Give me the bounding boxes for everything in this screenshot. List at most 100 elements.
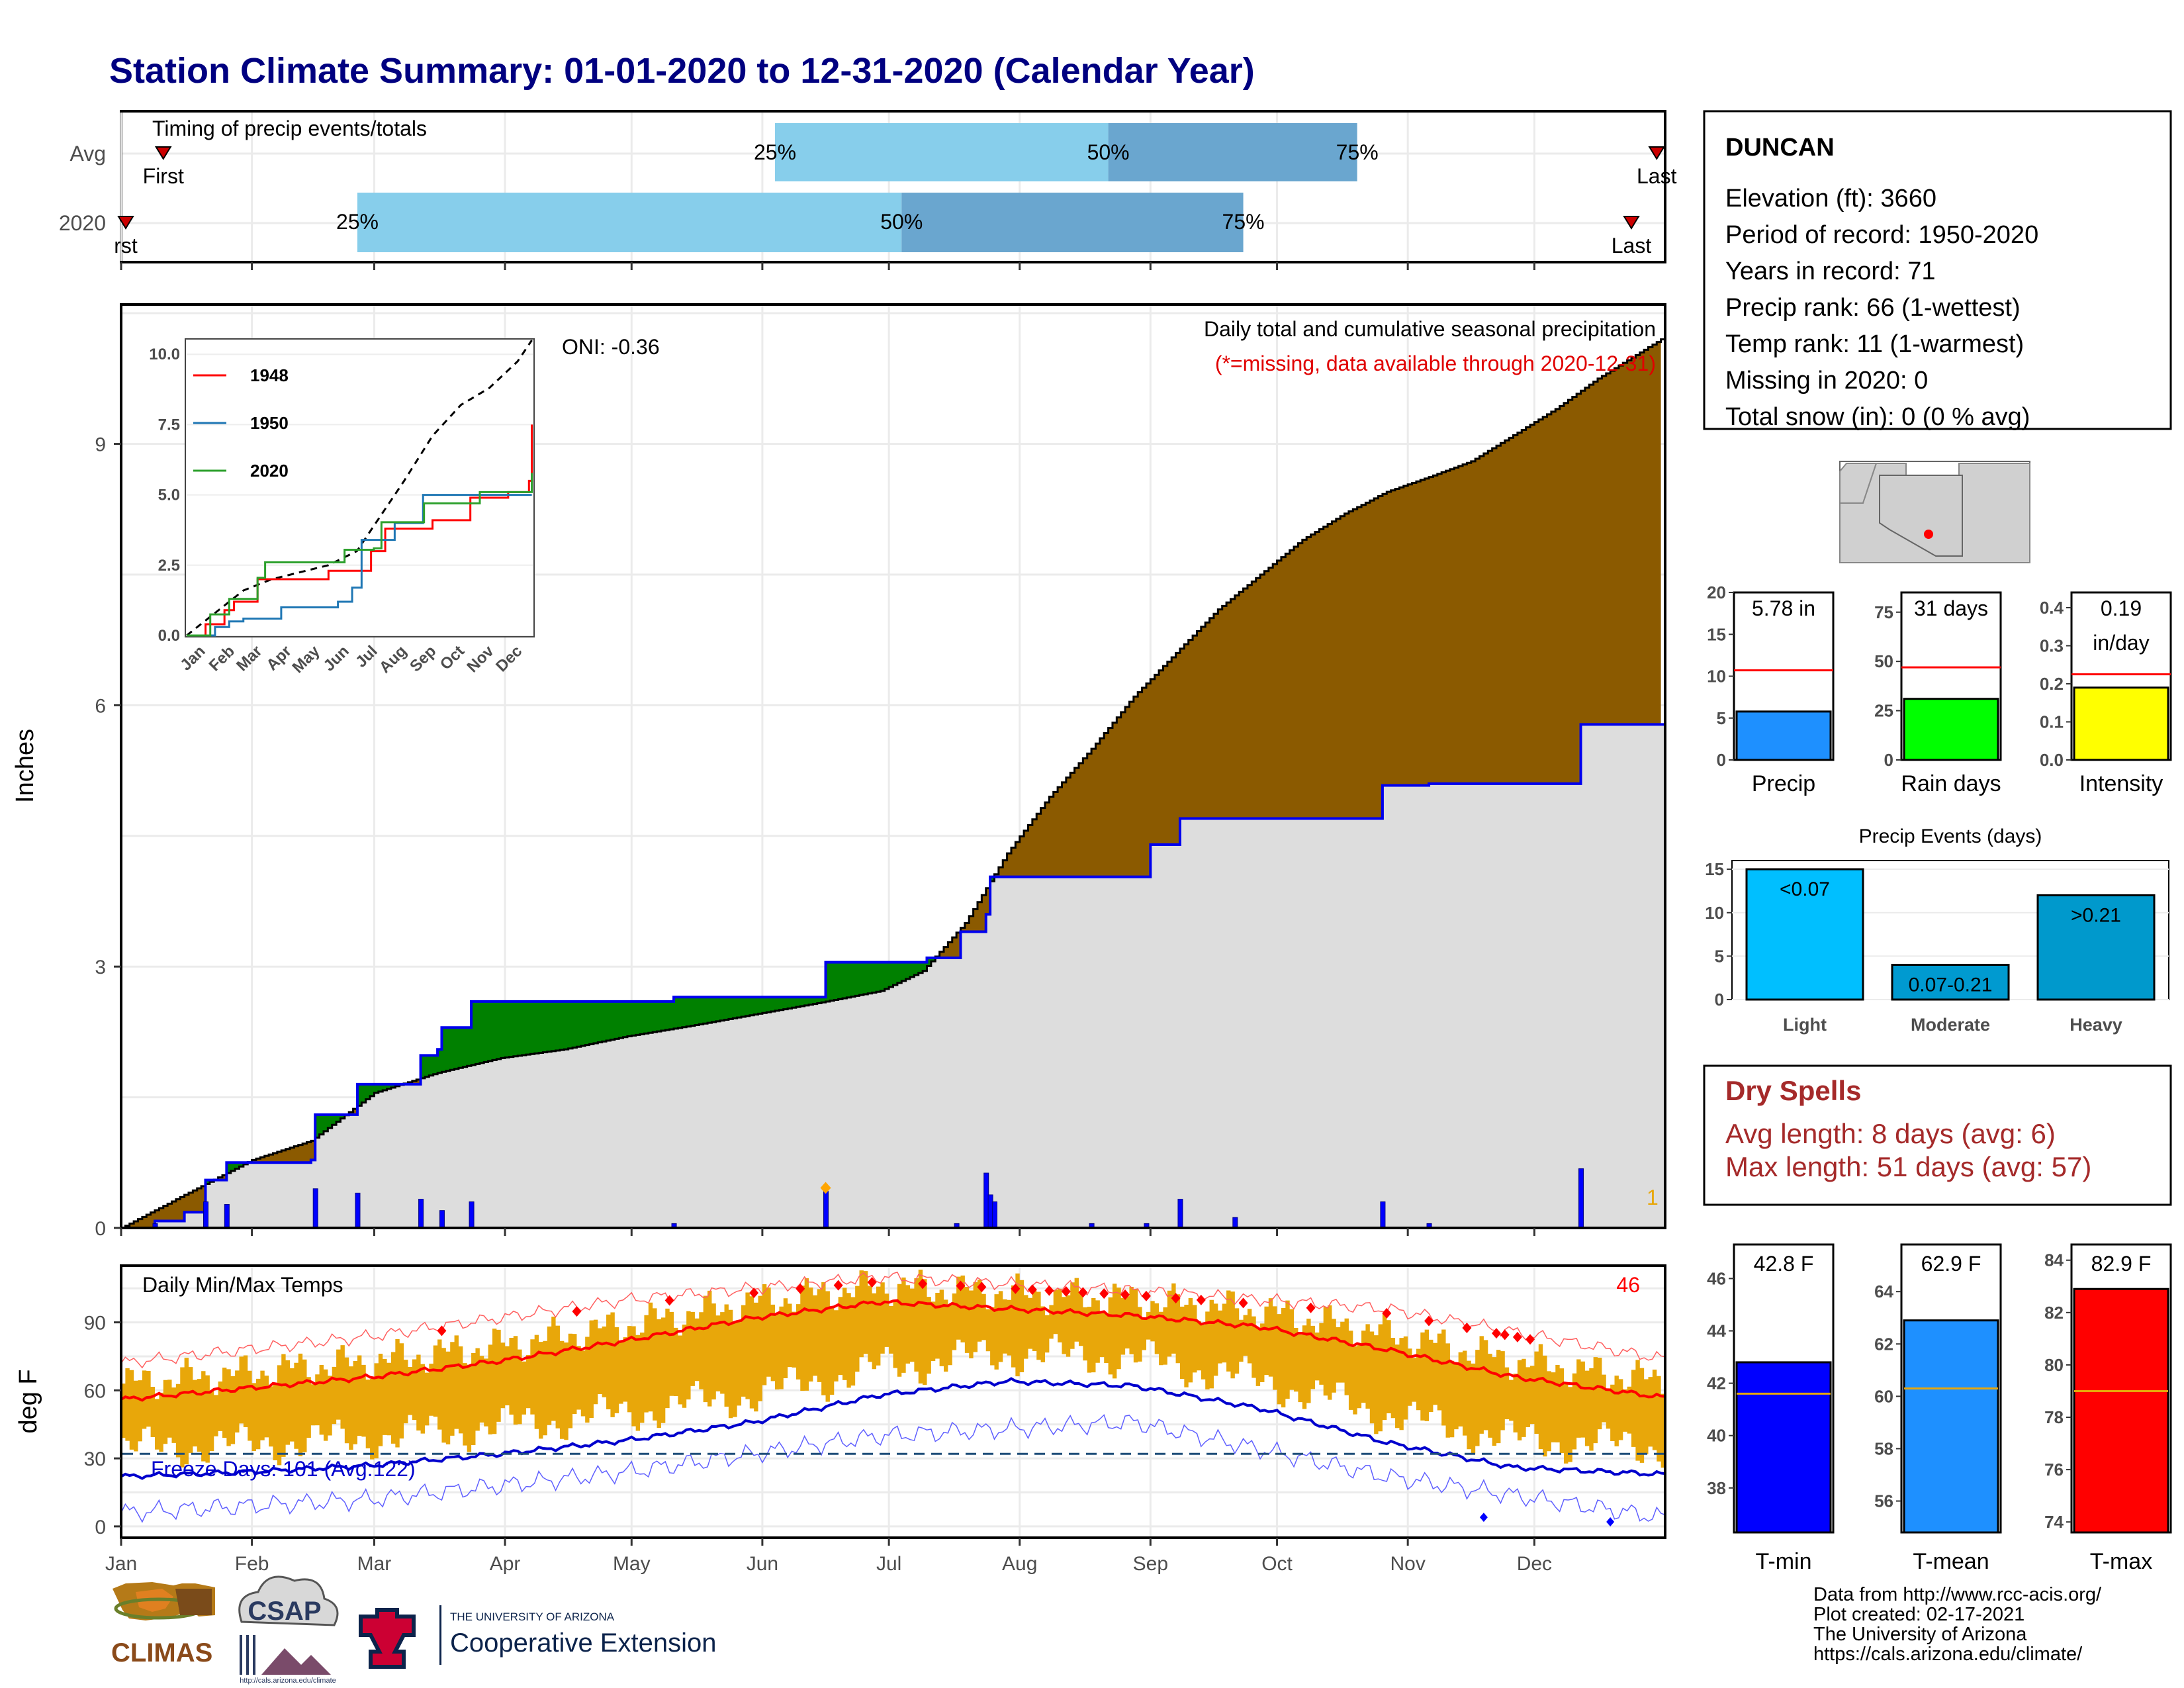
mini-bar-value-label-2: 0.19 — [2101, 596, 2142, 620]
temp-panel: 0 30 60 90 deg F Daily Min/Max Temps 46 Fre… — [15, 1264, 1666, 1539]
timing-y2020-first-label: rst — [114, 234, 138, 258]
x-axis-month-jul: Jul — [876, 1553, 901, 1575]
precip-events-category-moderate: Moderate — [1911, 1015, 1990, 1035]
inset-ytick-1: 2.5 — [158, 557, 180, 575]
x-axis-month-jan: Jan — [105, 1553, 137, 1575]
precip-events-tick-1: 5 — [1715, 946, 1724, 966]
mini-bar-0-tick-3: 15 — [1707, 624, 1726, 644]
temp-ytick-2: 60 — [84, 1380, 106, 1402]
mini-bar-2-tick-3: 0.3 — [2040, 636, 2064, 656]
temp-bar-value-2 — [2073, 1288, 2169, 1534]
timing-label: Timing of precip events/totals — [152, 117, 427, 140]
temp-bar-value-label-0: 42.8 F — [1754, 1252, 1814, 1276]
timing-y2020-p50-label: 50% — [880, 210, 923, 234]
arizona-locator-map — [1839, 461, 2030, 563]
timing-avg-last-marker — [1648, 146, 1666, 160]
temp-bar-1-tick-0: 56 — [1874, 1491, 1893, 1511]
temp-bar-0-tick-1: 40 — [1707, 1426, 1726, 1446]
mini-bar-1-tick-1: 25 — [1874, 701, 1893, 721]
record-high-marker-11 — [1027, 1284, 1037, 1295]
record-high-marker-12 — [1044, 1285, 1054, 1296]
mini-bar-2-tick-4: 0.4 — [2040, 598, 2064, 618]
mini-bar-value-1 — [1903, 698, 1999, 761]
timing-avg-q50-q75-bar — [1108, 123, 1357, 181]
mini-bar-value-2 — [2073, 686, 2169, 761]
record-high-marker-18 — [1171, 1293, 1181, 1304]
record-low-line — [120, 1414, 1666, 1523]
dry-spells-max: Max length: 51 days (avg: 57) — [1725, 1151, 2091, 1182]
temp-bar-1-tick-3: 62 — [1874, 1334, 1893, 1354]
temp-bar-2-tick-2: 78 — [2044, 1407, 2064, 1427]
timing-panel: Timing of precip events/totals Avg 2020 … — [59, 110, 1677, 263]
timing-y2020-p75-label: 75% — [1222, 210, 1265, 234]
temp-bar-value-label-1: 62.9 F — [1921, 1252, 1981, 1276]
record-high-marker-17 — [1141, 1290, 1151, 1301]
station-temp-rank: Temp rank: 11 (1-warmest) — [1725, 330, 2024, 358]
mini-bar-label-2: Intensity — [2079, 771, 2163, 796]
precip-events-chart: Precip Events (days) 0 5 10 15 <0.07 Light 0.0… — [1705, 825, 2169, 1035]
precip-legend-title: Daily total and cumulative seasonal prec… — [1204, 317, 1656, 341]
page-title: Station Climate Summary: 01-01-2020 to 1… — [109, 51, 1255, 91]
record-high-marker-16 — [1120, 1289, 1130, 1300]
summary-bar-charts: 0 5 10 15 20 5.78 in Precip 0 25 50 75 31 days Rain … — [1707, 583, 2172, 796]
timing-y2020-p25-label: 25% — [336, 210, 379, 234]
inset-legend-label-2020: 2020 — [250, 461, 289, 481]
record-high-marker-26 — [1500, 1329, 1510, 1340]
temp-ytick-0: 0 — [95, 1517, 106, 1538]
temp-bar-1-tick-2: 60 — [1874, 1386, 1893, 1406]
daily-precip-bar-1 — [203, 1201, 208, 1229]
mini-bar-1-tick-3: 75 — [1874, 602, 1893, 622]
csap-url: http://cals.arizona.edu/climate — [240, 1677, 336, 1685]
daily-precip-bar-20 — [1578, 1168, 1584, 1229]
record-high-marker-5 — [833, 1280, 843, 1291]
precip-events-tick-3: 15 — [1705, 859, 1724, 879]
record-high-line — [120, 1271, 1666, 1369]
dry-spells-avg: Avg length: 8 days (avg: 6) — [1725, 1118, 2056, 1149]
record-high-marker-28 — [1525, 1334, 1535, 1345]
ua-small-text: THE UNIVERSITY OF ARIZONA — [450, 1611, 615, 1623]
station-location-marker — [1924, 530, 1933, 539]
footer-university: The University of Arizona — [1813, 1624, 2027, 1645]
climas-logo: CLIMAS — [111, 1582, 215, 1667]
temp-bar-2-tick-1: 76 — [2044, 1460, 2064, 1479]
timing-avg-last-label: Last — [1637, 164, 1677, 188]
daily-precip-bar-17 — [1232, 1217, 1238, 1229]
temp-ytick-1: 30 — [84, 1448, 106, 1470]
x-axis-month-jun: Jun — [747, 1553, 778, 1575]
precip-events-bar-heavy — [2036, 894, 2156, 1001]
temp-bar-label-1: T-mean — [1913, 1549, 1989, 1574]
timing-y2020-first-marker — [117, 216, 134, 230]
ua-extension-text: Cooperative Extension — [450, 1628, 716, 1658]
precip-corner-count: 1 — [1647, 1186, 1659, 1209]
oni-value: ONI: -0.36 — [562, 335, 660, 359]
average-high-line — [120, 1299, 1666, 1402]
average-low-line — [120, 1377, 1666, 1480]
precip-ytick-0: 0 — [95, 1218, 106, 1240]
record-high-marker-8 — [956, 1280, 966, 1291]
freeze-days-label: Freeze Days: 101 (Avg:122) — [151, 1457, 416, 1481]
station-missing: Missing in 2020: 0 — [1725, 367, 1928, 395]
inset-ytick-3: 7.5 — [158, 416, 180, 434]
mini-bar-1-tick-0: 0 — [1884, 750, 1893, 770]
mini-bar-label-1: Rain days — [1901, 771, 2001, 796]
x-axis-month-sep: Sep — [1133, 1553, 1168, 1575]
daily-precip-bar-7 — [469, 1201, 475, 1229]
timing-avg-p50-label: 50% — [1087, 140, 1130, 164]
inset-ytick-2: 5.0 — [158, 487, 180, 504]
inset-series-2020 — [187, 473, 533, 637]
mini-bar-label-0: Precip — [1752, 771, 1815, 796]
record-high-marker-0 — [437, 1325, 447, 1336]
station-period: Period of record: 1950-2020 — [1725, 221, 2038, 249]
daily-precip-bar-13 — [991, 1201, 997, 1229]
x-axis-month-apr: Apr — [490, 1553, 521, 1575]
inset-ytick-4: 10.0 — [149, 346, 180, 363]
temp-bar-label-2: T-max — [2090, 1549, 2152, 1574]
record-high-marker-23 — [1424, 1315, 1434, 1327]
record-high-marker-27 — [1512, 1331, 1522, 1342]
daily-max-marker — [820, 1182, 831, 1194]
temp-bar-2-tick-0: 74 — [2044, 1512, 2064, 1532]
dry-spells-title: Dry Spells — [1725, 1075, 1861, 1106]
temp-bar-0-tick-0: 38 — [1707, 1478, 1726, 1498]
precip-missing-note: (*=missing, data available through 2020-… — [1215, 352, 1656, 375]
